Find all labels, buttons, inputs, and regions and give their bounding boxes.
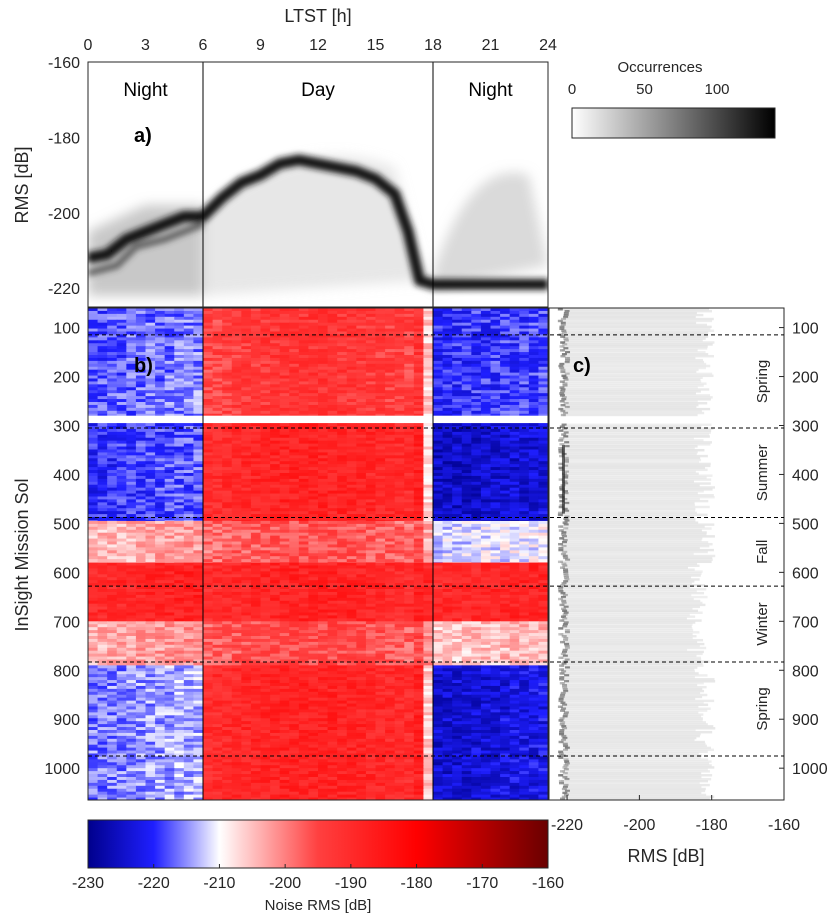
occurrences-colorbar-label: Occurrences	[617, 59, 702, 76]
panel-c-season-1: Summer	[754, 444, 771, 501]
panel-b-ytick-6: 700	[53, 614, 80, 631]
panel-a-xtick-8: 24	[539, 37, 557, 54]
panel-a-density	[88, 62, 548, 307]
panel-c-ytick-8: 900	[792, 712, 819, 729]
noise-tick-5: -180	[401, 875, 433, 892]
noise-tick-2: -210	[203, 875, 235, 892]
noise-tick-7: -160	[532, 875, 564, 892]
panel-b-heatmap	[88, 308, 548, 800]
panel-c: -220 -200 -180 -160 RMS [dB] 100 200 300 400 50…	[548, 307, 828, 866]
panel-c-xticks: -220 -200 -180 -160	[551, 795, 800, 834]
season-boundary-lines	[88, 334, 784, 757]
panel-a-dividers	[202, 62, 434, 307]
panel-c-ytick-5: 600	[792, 565, 819, 582]
panel-b-ytick-0: 100	[53, 321, 80, 338]
occurrences-tick-0: 0	[568, 81, 576, 98]
panel-b-ylabel: InSight Mission Sol	[12, 478, 32, 631]
panel-c-ytick-2: 300	[792, 418, 819, 435]
panel-a-xtick-4: 12	[309, 37, 327, 54]
panel-b: InSight Mission Sol 100 200 300 400 500 600 70…	[12, 307, 549, 801]
panel-a-main-curve-core	[88, 157, 548, 287]
panel-c-yticks: 100 200 300 400 500 600 700 800 900 1000	[779, 321, 828, 778]
panel-b-ytick-4: 500	[53, 516, 80, 533]
panel-c-season-0: Spring	[754, 360, 771, 403]
panel-c-season-4: Spring	[754, 687, 771, 730]
panel-a-xtick-1: 3	[141, 37, 150, 54]
panel-c-seasons: Spring Summer Fall Winter Spring	[754, 360, 771, 731]
panel-a-zones: Night Day Night	[123, 80, 513, 101]
panel-b-ytick-1: 200	[53, 370, 80, 387]
panel-a-yticks: -160 -180 -200 -220	[48, 55, 93, 298]
panel-a-xtick-2: 6	[199, 37, 208, 54]
panel-a-haze-night1	[88, 205, 203, 296]
noise-colorbar-label: Noise RMS [dB]	[265, 897, 372, 914]
panel-a-haze	[88, 155, 548, 296]
panel-c-xtick-2: -180	[696, 817, 728, 834]
panel-a-xtick-5: 15	[367, 37, 385, 54]
panel-a-ytick-3: -220	[48, 281, 80, 298]
panel-c-label: c)	[573, 355, 591, 377]
panel-c-ytick-1: 200	[792, 370, 819, 387]
noise-tick-4: -190	[335, 875, 367, 892]
panel-c-density	[549, 308, 784, 800]
panel-b-ytick-5: 600	[53, 565, 80, 582]
panel-b-data-gap	[88, 415, 548, 424]
panel-c-ytick-6: 700	[792, 614, 819, 631]
panel-c-ytick-7: 800	[792, 663, 819, 680]
panel-b-frame	[87, 307, 549, 801]
panel-a-xtick-3: 9	[256, 37, 265, 54]
panel-c-ytick-3: 400	[792, 467, 819, 484]
panel-a: LTST [h] 0 3 6 9 12 15 18 21 24 RMS [dB] -160 -18…	[12, 6, 557, 308]
panel-a-haze-night2	[433, 172, 548, 289]
panel-a-zone-2: Night	[468, 80, 513, 101]
panel-a-label: a)	[134, 125, 152, 147]
panel-c-ytick-9: 1000	[792, 761, 828, 778]
occurrences-colorbar: Occurrences 0 50 100	[568, 59, 776, 139]
occurrences-colorbar-bar	[571, 107, 776, 139]
panel-c-xlabel: RMS [dB]	[627, 846, 704, 866]
panel-a-zone-0: Night	[123, 80, 168, 101]
noise-tick-1: -220	[138, 875, 170, 892]
noise-tick-6: -170	[466, 875, 498, 892]
panel-b-ytick-8: 900	[53, 712, 80, 729]
panel-a-haze-day	[203, 155, 424, 296]
panel-b-ytick-2: 300	[53, 418, 80, 435]
panel-a-xtick-6: 18	[424, 37, 442, 54]
noise-colorbar: -230 -220 -210 -200 -190 -180 -170 -160 Noise R…	[72, 819, 564, 914]
panel-c-xtick-0: -220	[551, 817, 583, 834]
panel-c-ytick-0: 100	[792, 321, 819, 338]
panel-b-label: b)	[134, 355, 153, 377]
panel-c-season-2: Fall	[754, 540, 771, 564]
panel-a-ytick-2: -200	[48, 206, 80, 223]
panel-a-xlabel: LTST [h]	[284, 6, 351, 26]
panel-a-zone-1: Day	[301, 80, 335, 101]
occurrences-tick-2: 100	[704, 81, 729, 98]
panel-a-ylabel: RMS [dB]	[12, 146, 32, 223]
occurrences-tick-1: 50	[636, 81, 653, 98]
panel-a-ytick-1: -180	[48, 130, 80, 147]
panel-c-frame	[548, 307, 785, 801]
panel-a-ytick-0: -160	[48, 55, 80, 72]
panel-c-season-3: Winter	[754, 602, 771, 645]
panel-a-secondary-curve	[88, 220, 205, 277]
noise-colorbar-ticks: -230 -220 -210 -200 -190 -180 -170 -160	[72, 864, 564, 892]
noise-tick-0: -230	[72, 875, 104, 892]
occurrences-colorbar-ticks: 0 50 100	[568, 81, 730, 98]
panel-c-xtick-3: -160	[768, 817, 800, 834]
panel-c-ytick-4: 500	[792, 516, 819, 533]
panel-b-ytick-7: 800	[53, 663, 80, 680]
panel-b-dividers	[202, 308, 434, 800]
panel-b-ytick-3: 400	[53, 467, 80, 484]
panel-a-xtick-0: 0	[84, 37, 93, 54]
noise-colorbar-bar	[87, 819, 549, 869]
noise-tick-3: -200	[269, 875, 301, 892]
panel-a-frame	[87, 61, 549, 308]
panel-b-yticks: 100 200 300 400 500 600 700 800 900 1000	[44, 321, 93, 778]
panel-a-xtick-7: 21	[482, 37, 500, 54]
panel-c-xtick-1: -200	[623, 817, 655, 834]
panel-a-ridge	[88, 154, 548, 291]
panel-b-ytick-9: 1000	[44, 761, 80, 778]
